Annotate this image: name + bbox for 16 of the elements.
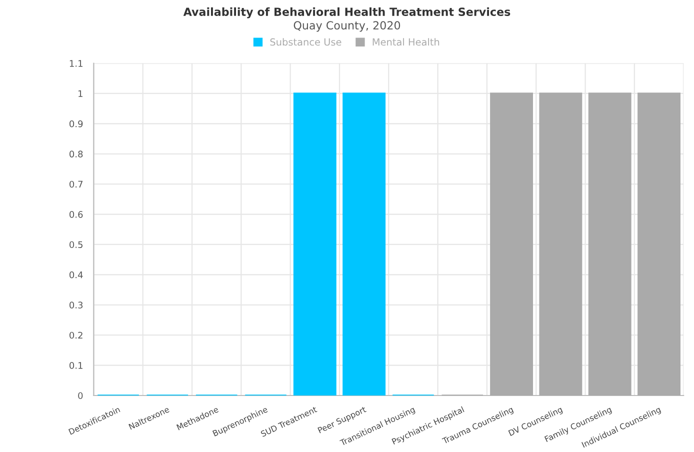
y-tick-label: 0.7 — [70, 180, 82, 188]
y-tick-label: 0.6 — [70, 211, 83, 218]
y-tick-label: 0.4 — [70, 271, 83, 278]
y-tick-label: 0.3 — [70, 302, 83, 308]
y-tick-label: 1.1 — [70, 60, 82, 67]
legend-label: Substance Use — [270, 38, 342, 46]
legend-label: Mental Health — [372, 38, 440, 46]
chart-subtitle: Quay County, 2020 — [294, 21, 400, 32]
y-tick-label: 1 — [78, 90, 82, 97]
chart-title: Availability of Behavioral Health Treatment Services — [183, 7, 510, 18]
y-tick-label: 0.9 — [70, 120, 83, 128]
y-tick-label: 0 — [78, 392, 83, 400]
y-tick-label: 0.8 — [70, 150, 83, 158]
y-tick-label: 0.1 — [70, 362, 82, 369]
y-tick-label: 0.2 — [70, 332, 82, 339]
y-tick-label: 0.5 — [70, 241, 82, 248]
